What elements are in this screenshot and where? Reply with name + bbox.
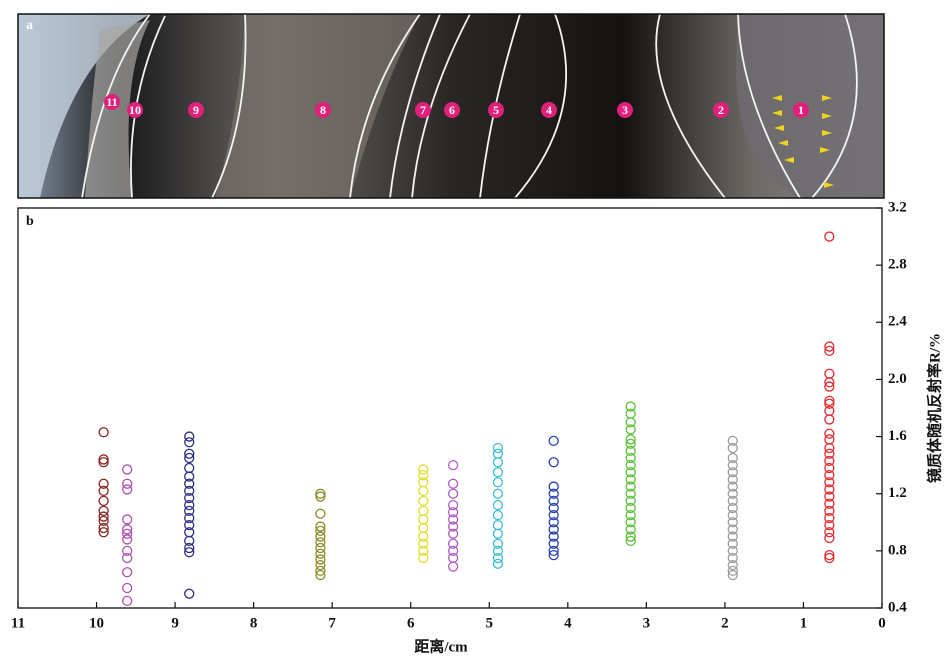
point	[419, 486, 428, 495]
point	[185, 464, 194, 473]
point	[493, 511, 502, 520]
point	[123, 568, 132, 577]
zone-label: 6	[449, 103, 455, 117]
point	[316, 509, 325, 518]
x-tick-label: 0	[878, 615, 886, 631]
x-tick-label: 6	[407, 615, 415, 631]
point	[419, 506, 428, 515]
point	[99, 428, 108, 437]
x-tick-label: 4	[564, 615, 572, 631]
x-tick-label: 11	[11, 615, 25, 631]
y-tick-label: 0.8	[888, 542, 907, 558]
point	[493, 468, 502, 477]
point	[825, 435, 834, 444]
point	[123, 535, 132, 544]
zone-label: 3	[622, 103, 628, 117]
zone-label: 2	[718, 103, 724, 117]
point	[449, 479, 458, 488]
panel-label: b	[26, 214, 34, 229]
point	[549, 436, 558, 445]
point	[123, 465, 132, 474]
y-axis-label: 镜质体随机反射率R/%	[925, 333, 943, 483]
point	[493, 521, 502, 530]
x-tick-label: 7	[328, 615, 336, 631]
y-tick-label: 1.2	[888, 485, 907, 501]
x-tick-label: 1	[800, 615, 808, 631]
point	[493, 449, 502, 458]
panel-label: a	[26, 18, 33, 33]
chart: b 距离/cm 镜质体随机反射率R/% 111098765432100.40.8…	[11, 199, 944, 655]
point	[99, 496, 108, 505]
zone-label: 9	[193, 103, 199, 117]
point	[449, 489, 458, 498]
point	[185, 438, 194, 447]
point	[493, 529, 502, 538]
zone-label: 11	[106, 95, 117, 109]
x-tick-label: 10	[89, 615, 104, 631]
y-tick-label: 1.6	[888, 428, 907, 444]
y-tick-label: 3.2	[888, 199, 907, 215]
x-tick-label: 9	[171, 615, 179, 631]
x-tick-label: 8	[250, 615, 258, 631]
point	[123, 485, 132, 494]
x-axis-label: 距离/cm	[414, 637, 468, 655]
point	[825, 369, 834, 378]
point	[549, 458, 558, 467]
point	[825, 232, 834, 241]
zone-label: 7	[420, 103, 426, 117]
point	[185, 589, 194, 598]
point	[825, 415, 834, 424]
figure: a 1234567891011 b 距离/cm 镜质体随机反射率R/% 1110…	[0, 0, 946, 659]
zone-label: 4	[546, 103, 552, 117]
x-tick-label: 3	[643, 615, 651, 631]
point	[493, 478, 502, 487]
point	[449, 461, 458, 470]
point	[123, 515, 132, 524]
point	[493, 489, 502, 498]
y-tick-label: 0.4	[888, 599, 907, 615]
point	[123, 584, 132, 593]
zone-label: 5	[493, 103, 499, 117]
zone-label: 1	[798, 103, 804, 117]
zone-label: 10	[129, 103, 141, 117]
point	[493, 501, 502, 510]
y-tick-label: 2.4	[888, 314, 907, 330]
y-tick-label: 2.8	[888, 257, 907, 273]
point	[449, 562, 458, 571]
y-tick-label: 2.0	[888, 371, 907, 387]
x-tick-label: 2	[721, 615, 729, 631]
zone-label: 8	[320, 103, 326, 117]
point	[123, 596, 132, 605]
point	[825, 534, 834, 543]
point	[419, 496, 428, 505]
photo-panel: a 1 2 3 4 5 6 7 8 9 10 11	[18, 14, 884, 198]
point	[419, 524, 428, 533]
point	[419, 515, 428, 524]
point	[493, 559, 502, 568]
x-tick-label: 5	[486, 615, 494, 631]
point	[493, 458, 502, 467]
